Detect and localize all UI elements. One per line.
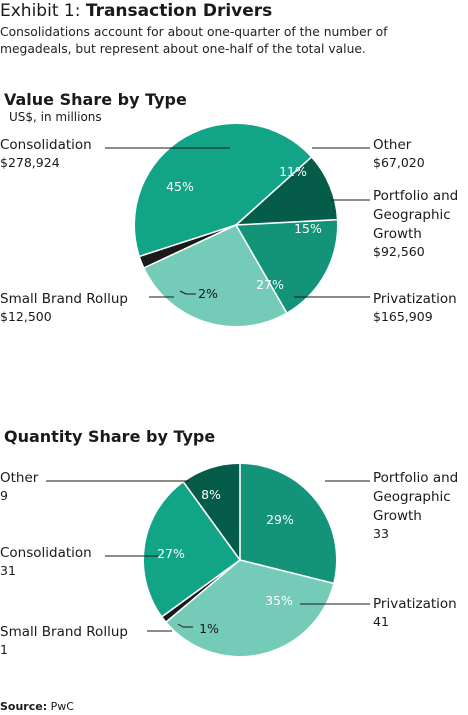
quantity-slice-other: [183, 464, 240, 560]
quantity-slice-separator: [161, 559, 241, 618]
value-label-consolidation: Consolidation: [0, 137, 92, 153]
quantity-label-other: Other: [0, 470, 39, 486]
quantity-label-consolidation: Consolidation: [0, 545, 92, 561]
value-value-portfolio-and-geographic-growth: $92,560: [373, 244, 425, 259]
value-value-consolidation: $278,924: [0, 155, 60, 170]
quantity-label-portfolio-and-geographic-growth: Geographic: [373, 489, 451, 505]
value-slice-other: [236, 157, 337, 225]
value-label-portfolio-and-geographic-growth: Growth: [373, 226, 422, 242]
quantity-value-other: 9: [0, 488, 8, 503]
quantity-pct-label-portfolio-and-geographic-growth: 29%: [266, 512, 294, 527]
exhibit-title: Exhibit 1: Transaction Drivers: [0, 0, 272, 22]
value-slice-privatization: [144, 225, 287, 327]
quantity-pct-label-other: 8%: [201, 487, 221, 502]
quantity-slice-separator: [182, 481, 241, 561]
quantity-pct-label-small-brand-rollup: 1%: [199, 621, 219, 636]
quantity-chart-title: Quantity Share by Type: [4, 427, 216, 446]
quantity-label-portfolio-and-geographic-growth: Portfolio and: [373, 470, 458, 486]
quantity-value-portfolio-and-geographic-growth: 33: [373, 526, 389, 541]
quantity-label-portfolio-and-geographic-growth: Growth: [373, 508, 422, 524]
exhibit-title-text: Transaction Drivers: [85, 1, 273, 21]
value-slice-separator: [235, 156, 312, 226]
source-text: PwC: [47, 700, 74, 713]
value-chart-title: Value Share by Type: [4, 90, 187, 109]
quantity-slice-separator: [239, 559, 334, 584]
value-label-other: Other: [373, 137, 412, 153]
value-slice-separator: [139, 224, 237, 257]
subtitle-line-2: megadeals, but represent about one-half …: [0, 42, 366, 56]
quantity-pct-label-consolidation: 27%: [157, 546, 185, 561]
value-label-privatization: Privatization: [373, 291, 457, 307]
source-note: Source: PwC: [0, 700, 74, 714]
value-slice-consolidation: [134, 123, 312, 257]
quantity-slice-consolidation: [143, 482, 240, 617]
source-label: Source:: [0, 700, 48, 713]
exhibit-subtitle: Consolidations account for about one-qua…: [0, 24, 387, 58]
value-label-small-brand-rollup: Small Brand Rollup: [0, 291, 128, 307]
value-pct-label-consolidation: 45%: [166, 179, 194, 194]
value-value-other: $67,020: [373, 155, 425, 170]
value-pct-label-other: 11%: [279, 164, 307, 179]
quantity-value-consolidation: 31: [0, 563, 16, 578]
quantity-slice-privatization: [166, 560, 334, 657]
quantity-slice-portfolio-and-geographic-growth: [240, 464, 337, 584]
value-pct-label-portfolio-and-geographic-growth: 15%: [294, 221, 322, 236]
value-small-slice-leader: [179, 290, 196, 295]
quantity-value-privatization: 41: [373, 614, 389, 629]
quantity-value-small-brand-rollup: 1: [0, 642, 8, 657]
subtitle-line-1: Consolidations account for about one-qua…: [0, 25, 388, 39]
quantity-small-slice-leader: [177, 623, 193, 628]
value-chart-units: US$, in millions: [9, 110, 102, 124]
quantity-label-privatization: Privatization: [373, 596, 457, 612]
value-label-portfolio-and-geographic-growth: Portfolio and: [373, 188, 458, 204]
value-slice-separator: [235, 224, 288, 313]
value-label-portfolio-and-geographic-growth: Geographic: [373, 207, 451, 223]
value-slice-separator: [235, 218, 337, 226]
quantity-pct-label-privatization: 35%: [265, 593, 293, 608]
value-slice-portfolio-and-geographic-growth: [236, 219, 337, 313]
value-slice-separator: [144, 224, 237, 269]
value-value-small-brand-rollup: $12,500: [0, 309, 52, 324]
value-pct-label-small-brand-rollup: 2%: [198, 286, 218, 301]
value-value-privatization: $165,909: [373, 309, 433, 324]
quantity-label-small-brand-rollup: Small Brand Rollup: [0, 624, 128, 640]
quantity-slice-separator: [165, 559, 241, 623]
exhibit-prefix: Exhibit 1:: [0, 1, 86, 21]
value-pct-label-privatization: 27%: [256, 277, 284, 292]
